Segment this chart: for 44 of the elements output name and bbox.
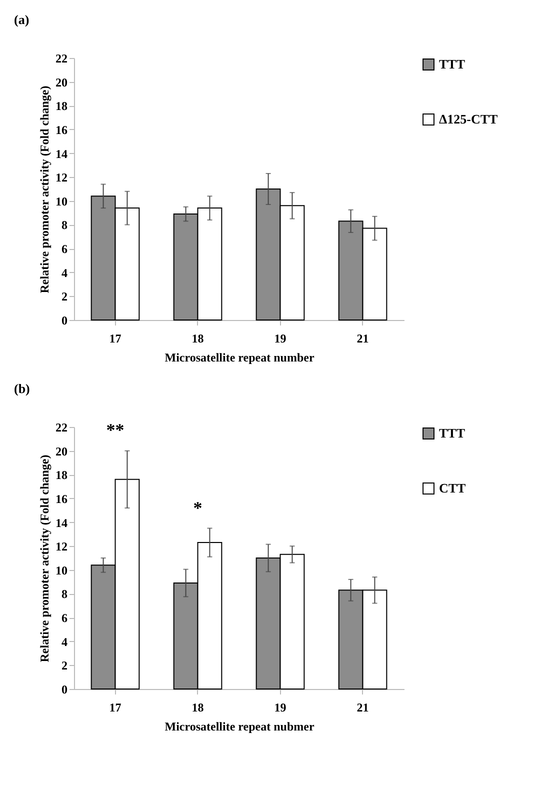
chart-title: (a) — [14, 12, 30, 27]
y-tick-label: 0 — [62, 682, 68, 696]
legend-label: Δ125-CTT — [439, 112, 498, 126]
y-axis-title: Relative promoter activity (Fold change) — [38, 86, 52, 294]
x-tick-label: 19 — [274, 332, 286, 346]
x-tick-label: 17 — [109, 700, 122, 714]
y-tick-label: 18 — [56, 99, 68, 114]
y-tick-label: 22 — [56, 52, 68, 66]
y-tick-label: 12 — [56, 540, 68, 554]
legend-label: TTT — [439, 56, 466, 72]
annotation: ** — [106, 420, 124, 440]
x-axis-title: Microsatellite repeat nubmer — [164, 720, 315, 734]
y-tick-label: 4 — [62, 266, 68, 280]
x-axis-title: Microsatellite repeat number — [164, 350, 315, 364]
x-tick-label: 19 — [274, 700, 286, 714]
y-tick-label: 12 — [56, 170, 68, 185]
y-axis-title: Relative promoter activity (Fold change) — [38, 454, 52, 662]
y-tick-label: 18 — [56, 468, 68, 482]
y-tick-label: 10 — [56, 563, 68, 578]
y-tick-label: 22 — [56, 420, 68, 434]
legend-label: TTT — [439, 426, 466, 440]
y-tick-label: 6 — [62, 611, 68, 626]
x-tick-label: 17 — [109, 332, 122, 346]
x-tick-label: 21 — [356, 700, 369, 714]
chart-title: (b) — [14, 381, 30, 396]
x-tick-label: 21 — [356, 332, 369, 346]
y-tick-label: 16 — [56, 492, 68, 506]
y-tick-label: 20 — [56, 444, 68, 458]
y-tick-label: 16 — [56, 122, 68, 137]
y-tick-label: 8 — [62, 218, 68, 232]
x-tick-label: 18 — [192, 332, 204, 346]
y-tick-label: 14 — [56, 146, 68, 161]
y-tick-label: 10 — [56, 194, 68, 208]
x-tick-label: 18 — [192, 700, 204, 714]
y-tick-label: 6 — [62, 242, 68, 256]
legend-label: CTT — [439, 480, 466, 496]
annotation: * — [193, 498, 202, 518]
y-tick-label: 2 — [62, 658, 68, 673]
y-tick-label: 20 — [56, 75, 68, 90]
y-tick-label: 0 — [62, 314, 68, 328]
y-tick-label: 4 — [62, 634, 68, 649]
y-tick-label: 8 — [62, 587, 68, 602]
y-tick-label: 2 — [62, 290, 68, 304]
y-tick-label: 14 — [56, 516, 68, 530]
